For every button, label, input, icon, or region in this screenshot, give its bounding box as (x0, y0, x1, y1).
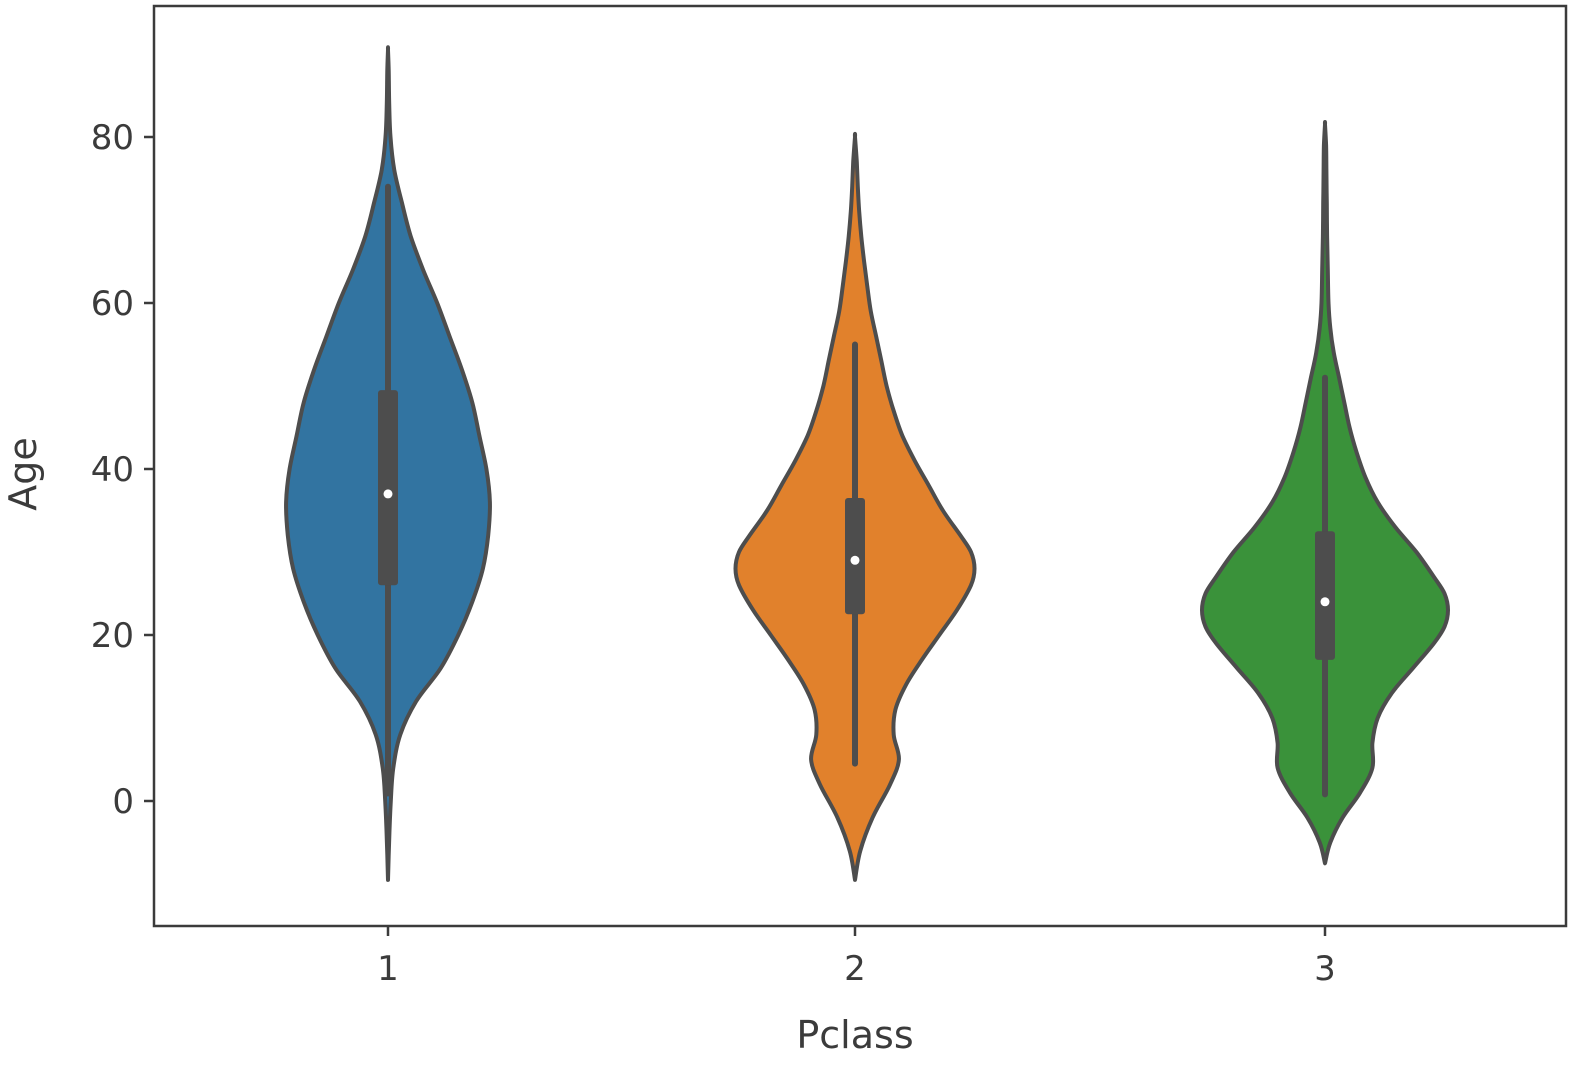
y-tick-label: 40 (91, 450, 134, 490)
violin-median-2 (850, 555, 860, 565)
violin-iqr-box-3 (1315, 531, 1335, 660)
y-axis-label: Age (1, 437, 45, 511)
x-tick-label: 1 (377, 949, 399, 989)
x-tick-label: 3 (1314, 949, 1336, 989)
y-axis: 0 20 40 60 80 (91, 118, 154, 822)
plot-frame (152, 4, 1568, 928)
x-axis: 1 2 3 (377, 926, 1336, 989)
y-tick-label: 0 (112, 782, 134, 822)
y-tick-label: 20 (91, 616, 134, 656)
violin-median-3 (1320, 597, 1330, 607)
violin-iqr-box-1 (378, 390, 398, 586)
y-tick-label: 80 (91, 118, 134, 158)
violin-layer (284, 45, 1450, 882)
x-tick-label: 2 (844, 949, 866, 989)
violin-median-1 (383, 489, 393, 499)
x-axis-label: Pclass (796, 1013, 913, 1057)
y-tick-label: 60 (91, 284, 134, 324)
